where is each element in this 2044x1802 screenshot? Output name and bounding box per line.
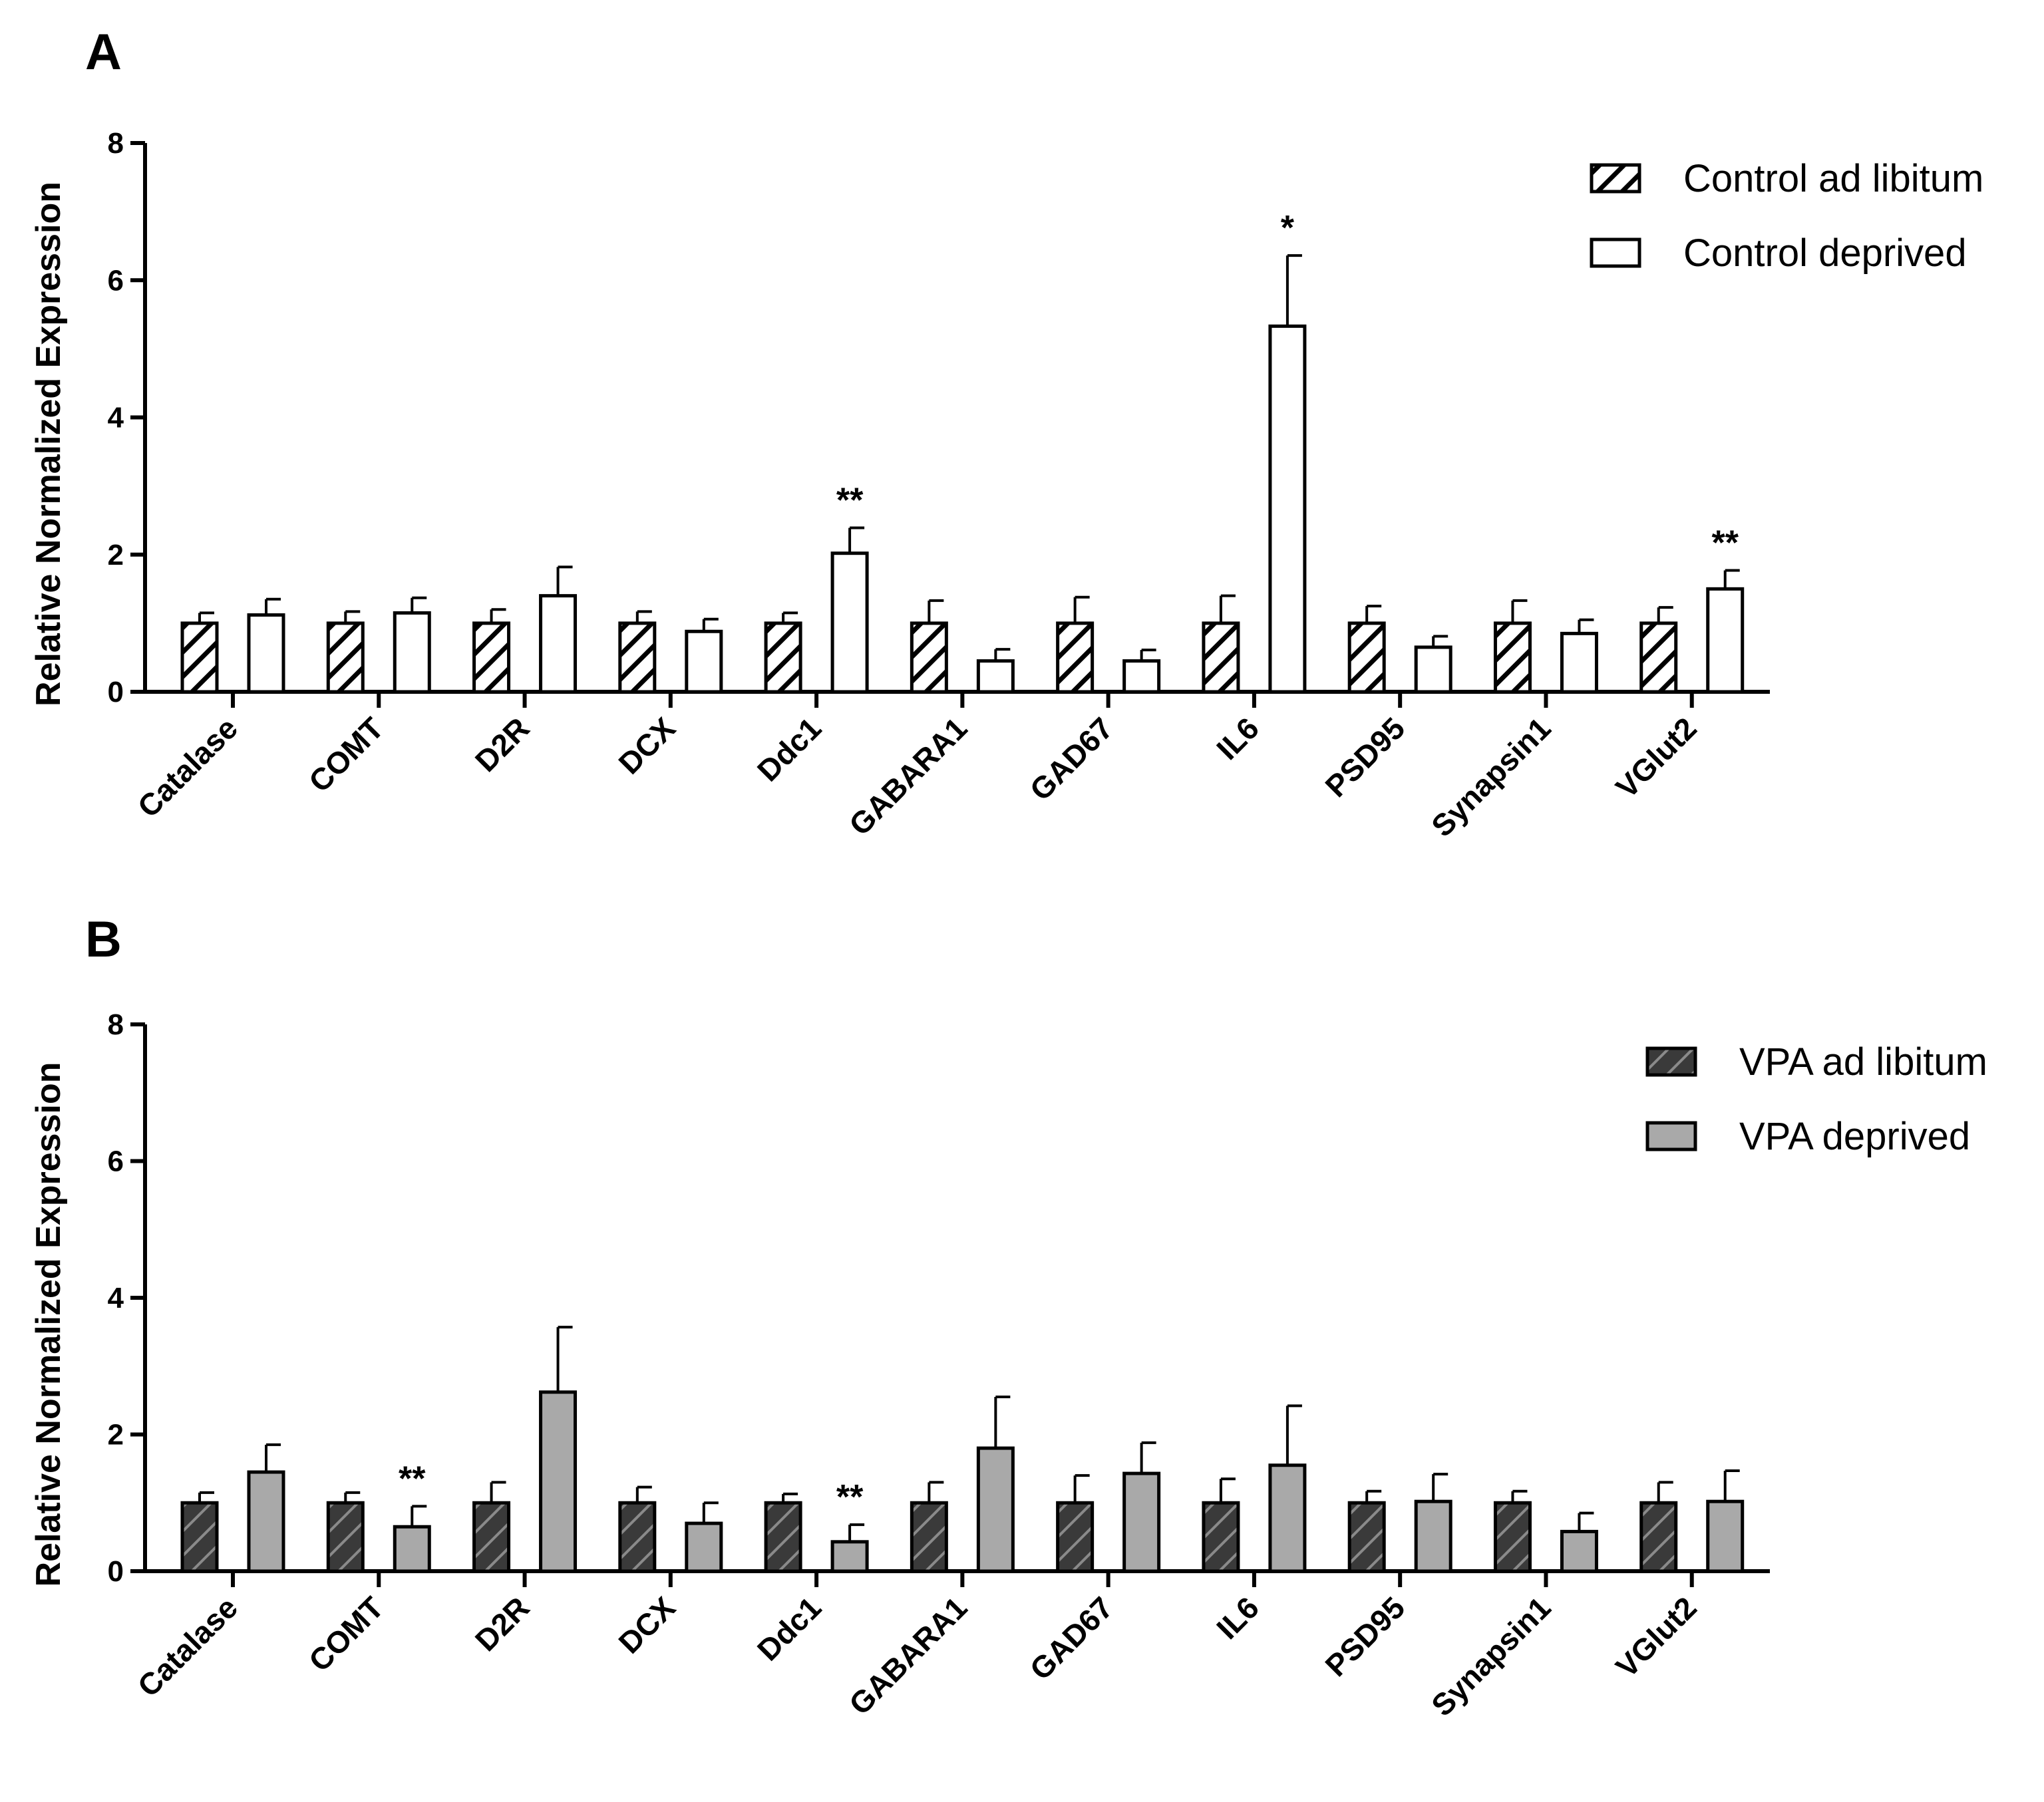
bar-control-ad-libitum-il6: [1202, 621, 1240, 694]
significance-marker-ddc1: **: [836, 482, 864, 520]
bar-control-ad-libitum-gad67: [1056, 621, 1095, 694]
bar-control-deprived-catalase: [247, 613, 285, 694]
y-tick-label: 4: [108, 402, 124, 434]
bar-control-ad-libitum-d2r: [472, 621, 511, 694]
x-tick-label-catalase: Catalase: [130, 1590, 244, 1704]
bar-vpa-ad-libitum-gabara1: [910, 1501, 948, 1573]
bar-vpa-deprived-vglut2: [1706, 1499, 1745, 1573]
y-tick-label: 4: [108, 1282, 124, 1314]
legend-swatch-vpa-deprived: [1645, 1121, 1697, 1151]
x-tick-label-synapsin1: Synapsin1: [1425, 1590, 1557, 1722]
bar-vpa-ad-libitum-dcx: [618, 1501, 657, 1573]
bar-control-deprived-dcx: [685, 629, 723, 694]
x-tick-label-il6: IL6: [1210, 710, 1266, 766]
x-tick-label-gad67: GAD67: [1023, 710, 1119, 807]
bar-control-ad-libitum-ddc1: [764, 621, 802, 694]
bar-control-deprived-vglut2: [1706, 587, 1745, 694]
bar-control-deprived-ddc1: [830, 551, 869, 694]
bar-vpa-deprived-d2r: [539, 1390, 578, 1573]
bar-control-ad-libitum-psd95: [1347, 621, 1386, 694]
bar-vpa-deprived-synapsin1: [1560, 1529, 1598, 1573]
y-axis-label: Relative Normalized Expression: [29, 182, 68, 706]
legend-swatch-control-deprived: [1590, 237, 1641, 268]
y-tick-label: 0: [108, 1555, 124, 1588]
x-tick-label-vglut2: VGlut2: [1609, 1590, 1703, 1684]
y-tick-label: 8: [108, 127, 124, 160]
x-tick-label-gad67: GAD67: [1023, 1590, 1119, 1686]
bar-control-ad-libitum-gabara1: [910, 621, 948, 694]
x-tick-label-ddc1: Ddc1: [751, 710, 828, 788]
x-tick-label-gabara1: GABARA1: [842, 1590, 974, 1722]
legend-swatch-control-ad-libitum: [1590, 163, 1641, 194]
bar-control-ad-libitum-comt: [326, 621, 365, 694]
significance-marker-il6: *: [1281, 209, 1295, 247]
bar-vpa-ad-libitum-comt: [326, 1501, 365, 1573]
bar-vpa-deprived-comt: [393, 1525, 431, 1573]
panel-b: B Relative Normalized Expression 0 2 4 6 8 Cata…: [29, 911, 1987, 1723]
legend-label-control-deprived: Control deprived: [1683, 231, 1967, 275]
panel-letter: B: [85, 911, 122, 968]
bar-vpa-ad-libitum-catalase: [180, 1501, 219, 1573]
legend-swatch-vpa-ad-libitum: [1645, 1046, 1697, 1077]
x-tick-label-il6: IL6: [1210, 1590, 1266, 1646]
bar-control-deprived-gad67: [1122, 659, 1161, 694]
bar-vpa-ad-libitum-ddc1: [764, 1501, 802, 1573]
x-tick-label-comt: COMT: [302, 710, 391, 799]
y-axis-label: Relative Normalized Expression: [29, 1062, 68, 1587]
bar-vpa-deprived-catalase: [247, 1470, 285, 1573]
bar-control-ad-libitum-vglut2: [1639, 621, 1678, 694]
y-tick-label: 2: [108, 539, 124, 571]
bar-control-ad-libitum-synapsin1: [1493, 621, 1532, 694]
y-tick-label: 6: [108, 1145, 124, 1178]
x-tick-label-dcx: DCX: [611, 1590, 682, 1660]
bar-control-ad-libitum-catalase: [180, 621, 219, 694]
bar-vpa-deprived-gad67: [1122, 1471, 1161, 1573]
x-tick-label-dcx: DCX: [611, 710, 682, 781]
bar-vpa-deprived-psd95: [1414, 1499, 1452, 1573]
bar-vpa-ad-libitum-psd95: [1347, 1501, 1386, 1573]
bar-vpa-ad-libitum-synapsin1: [1493, 1501, 1532, 1573]
x-tick-label-d2r: D2R: [468, 1590, 536, 1658]
panel-a: A Relative Normalized Expression 0 2 4 6 8 Cata…: [29, 24, 1983, 843]
x-tick-label-catalase: Catalase: [130, 710, 244, 824]
bar-vpa-deprived-il6: [1268, 1463, 1307, 1573]
panel-letter: A: [85, 24, 122, 80]
bar-vpa-ad-libitum-vglut2: [1639, 1501, 1678, 1573]
x-tick-label-gabara1: GABARA1: [842, 710, 974, 842]
x-tick-label-comt: COMT: [302, 1590, 391, 1678]
bar-control-deprived-comt: [393, 611, 431, 694]
significance-marker-ddc1: **: [836, 1478, 864, 1517]
x-tick-label-ddc1: Ddc1: [751, 1590, 828, 1667]
legend-label-control-ad-libitum: Control ad libitum: [1683, 157, 1983, 200]
legend-label-vpa-deprived: VPA deprived: [1739, 1115, 1970, 1158]
x-tick-label-psd95: PSD95: [1318, 1590, 1411, 1683]
bar-control-deprived-d2r: [539, 594, 578, 694]
y-tick-label: 0: [108, 676, 124, 708]
bar-control-ad-libitum-dcx: [618, 621, 657, 694]
y-tick-label: 8: [108, 1008, 124, 1041]
bar-control-deprived-il6: [1268, 324, 1307, 694]
bar-vpa-deprived-ddc1: [830, 1540, 869, 1573]
y-tick-label: 6: [108, 264, 124, 297]
bar-vpa-deprived-gabara1: [976, 1446, 1015, 1573]
x-tick-label-psd95: PSD95: [1318, 710, 1411, 804]
x-tick-label-vglut2: VGlut2: [1609, 710, 1703, 805]
bar-vpa-deprived-dcx: [685, 1521, 723, 1573]
x-tick-label-synapsin1: Synapsin1: [1425, 710, 1557, 843]
bar-vpa-ad-libitum-il6: [1202, 1501, 1240, 1573]
x-tick-label-d2r: D2R: [468, 710, 536, 778]
legend-label-vpa-ad-libitum: VPA ad libitum: [1739, 1040, 1987, 1084]
bar-control-deprived-psd95: [1414, 645, 1452, 694]
bar-control-deprived-synapsin1: [1560, 631, 1598, 694]
bar-vpa-ad-libitum-gad67: [1056, 1501, 1095, 1573]
bar-vpa-ad-libitum-d2r: [472, 1501, 511, 1573]
y-tick-label: 2: [108, 1419, 124, 1451]
significance-marker-comt: **: [399, 1459, 426, 1498]
significance-marker-vglut2: **: [1711, 524, 1739, 562]
bar-control-deprived-gabara1: [976, 659, 1015, 694]
